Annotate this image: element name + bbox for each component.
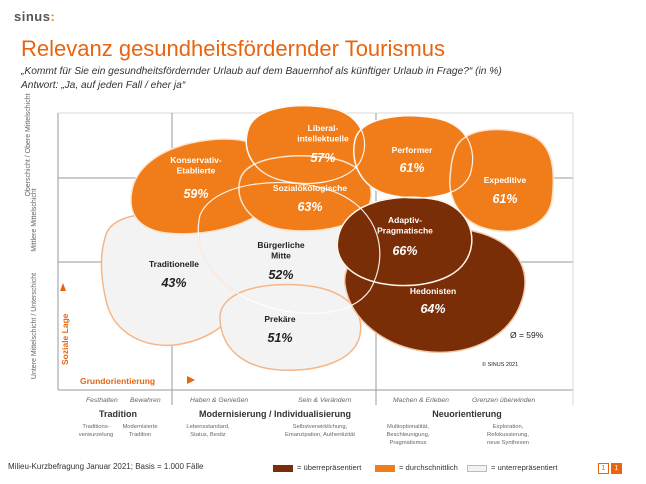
axis-y-label: Soziale Lage: [60, 313, 70, 365]
milieu-label-traditionelle: Traditionelle: [149, 259, 199, 269]
page-number-current: 1: [598, 463, 609, 474]
milieu-label-sozialoekologische: Sozialökologische: [273, 183, 347, 193]
milieu-value-hedonisten: 64%: [420, 302, 445, 316]
axis-x-label: Grundorientierung: [80, 376, 155, 386]
page-number-total: 1: [611, 463, 622, 474]
legend-label-under: = unterrepräsentiert: [491, 463, 558, 472]
milieu-label-adaptiv-pragmatische: Adaptiv-Pragmatische: [377, 215, 433, 236]
col-name-0: Tradition: [99, 409, 137, 419]
milieu-label-performer: Performer: [392, 145, 433, 155]
legend-label-over: = überrepräsentiert: [297, 463, 362, 472]
sinus-logo: sinus:: [14, 9, 56, 24]
col-desc-1-left: Lebensstandard, Status, Besitz: [186, 424, 230, 438]
milieu-shape-expeditive: [449, 128, 555, 232]
text-line: intellektuelle: [297, 134, 349, 144]
source-note: Milieu-Kurzbefragung Januar 2021; Basis …: [8, 462, 204, 471]
milieu-value-traditionelle: 43%: [160, 276, 186, 290]
col-name-1: Modernisierung / Individualisierung: [199, 409, 351, 419]
arrow-right-icon: [187, 376, 195, 384]
milieu-label-liberal-intellektuelle: Liberal-intellektuelle: [297, 123, 349, 144]
col-name-2: Neuorientierung: [432, 409, 502, 419]
col-sub-left-0: Festhalten: [86, 397, 118, 404]
row-label-upper: Oberschicht / Obere Mittelschicht: [25, 93, 32, 196]
milieu-shape-prekaere: [219, 283, 362, 371]
col-sub-left-1: Haben & Genießen: [190, 397, 248, 404]
milieu-value-expeditive: 61%: [492, 192, 517, 206]
milieu-label-konservativ-etablierte: Konservativ-Etablierte: [170, 155, 222, 176]
col-sub-right-0: Bewahren: [130, 397, 161, 404]
row-label-lower: Untere Mittelschicht / Unterschicht: [31, 273, 38, 379]
milieu-overlap-outlines: [197, 105, 474, 314]
milieu-value-adaptiv-pragmatische: 66%: [392, 244, 417, 258]
milieu-label-hedonisten: Hedonisten: [410, 286, 456, 296]
legend-label-avg: = durchschnittlich: [399, 463, 458, 472]
col-sub-left-2: Machen & Erleben: [393, 397, 449, 404]
milieu-value-liberal-intellektuelle: 57%: [310, 151, 335, 165]
milieu-label-prekaere: Prekäre: [264, 314, 295, 324]
text-line: Mitte: [271, 251, 291, 261]
page-title: Relevanz gesundheitsfördernder Tourismus: [21, 36, 445, 61]
average-value: Ø = 59%: [510, 330, 544, 340]
col-sub-right-1: Sein & Verändern: [298, 397, 352, 404]
legend-swatch-over: [273, 465, 293, 472]
col-desc-2-right: Exploration, Refokussierung, neue Synthese…: [487, 424, 529, 446]
milieu-value-konservativ-etablierte: 59%: [183, 187, 208, 201]
text-line: Etablierte: [177, 166, 216, 176]
text-line: Pragmatische: [377, 226, 433, 236]
col-desc-1-right: Selbstverwirklichung, Emanzipation, Authe…: [285, 424, 355, 438]
milieu-value-sozialoekologische: 63%: [297, 200, 322, 214]
milieu-label-buergerliche-mitte: Bürgerliche Mitte: [257, 240, 305, 261]
legend-swatch-avg: [375, 465, 395, 472]
copyright: © SINUS 2021: [482, 361, 518, 368]
col-desc-2-left: Multioptionalität, Beschleunigung, Pragmat…: [387, 424, 430, 446]
legend-swatch-under: [467, 465, 487, 472]
col-desc-0-left: Traditions-verwurzelung: [79, 424, 113, 438]
arrow-up-icon: [60, 283, 66, 291]
milieu-value-buergerliche-mitte: 52%: [268, 268, 293, 282]
col-sub-right-2: Grenzen überwinden: [472, 397, 535, 404]
milieu-value-performer: 61%: [399, 161, 424, 175]
question-text: „Kommt für Sie ein gesundheitsfördernder…: [21, 66, 502, 77]
col-desc-0-right: Modernisierte Tradition: [122, 424, 157, 438]
milieu-value-prekaere: 51%: [267, 331, 292, 345]
milieu-label-expeditive: Expeditive: [484, 175, 527, 185]
answer-text: Antwort: „Ja, auf jeden Fall / eher ja“: [21, 80, 186, 91]
row-label-middle: Mittlere Mittelschicht: [31, 188, 38, 251]
